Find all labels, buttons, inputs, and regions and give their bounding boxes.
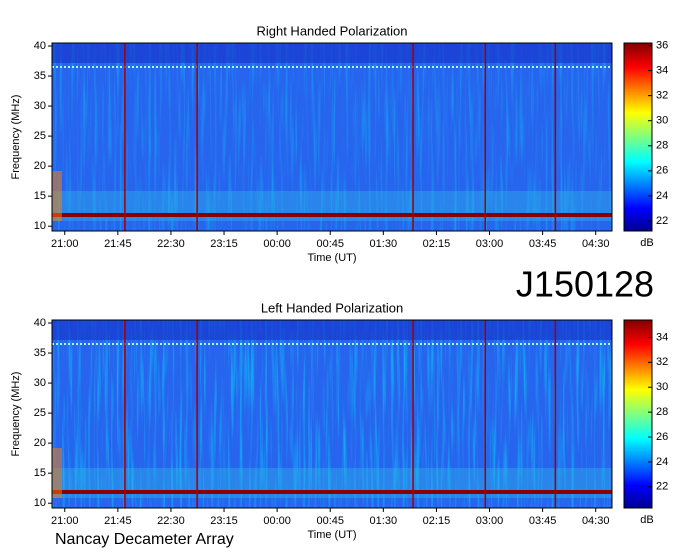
colorbar-tick-label: 22	[656, 215, 668, 227]
colorbar-tick-label: 30	[656, 115, 668, 127]
top-band	[52, 320, 612, 340]
colorbar-label: dB	[640, 514, 653, 526]
y-tick-label: 40	[34, 317, 46, 329]
x-tick-label: 00:45	[316, 515, 344, 527]
x-tick-label: 03:00	[476, 238, 504, 250]
spectrogram-speckle	[52, 320, 612, 508]
x-tick-label: 22:30	[157, 238, 185, 250]
x-tick-label: 00:00	[263, 238, 291, 250]
spectrogram	[52, 320, 612, 508]
x-tick-label: 04:30	[582, 238, 610, 250]
colorbar-tick-label: 24	[656, 190, 668, 202]
spectrogram-speckle	[52, 43, 612, 231]
y-tick-label: 10	[34, 497, 46, 509]
chart-title: Right Handed Polarization	[256, 23, 407, 38]
emission-band	[52, 490, 612, 494]
y-tick-label: 40	[34, 40, 46, 52]
x-tick-label: 00:00	[263, 515, 291, 527]
x-tick-label: 23:15	[210, 238, 238, 250]
x-tick-label: 03:45	[529, 238, 557, 250]
spectrogram	[52, 43, 612, 231]
y-tick-label: 10	[34, 220, 46, 232]
x-tick-label: 22:30	[157, 515, 185, 527]
colorbar-tick-label: 26	[656, 431, 668, 443]
colorbar-tick-label: 26	[656, 165, 668, 177]
chart-title: Left Handed Polarization	[261, 300, 403, 315]
colorbar-tick-label: 30	[656, 381, 668, 393]
x-tick-label: 03:00	[476, 515, 504, 527]
colorbar-tick-label: 28	[656, 140, 668, 152]
colorbar-tick-label: 34	[656, 331, 668, 343]
colorbar-tick-label: 24	[656, 456, 668, 468]
y-tick-label: 35	[34, 347, 46, 359]
x-tick-label: 21:00	[51, 515, 79, 527]
y-tick-label: 20	[34, 160, 46, 172]
colorbar-tick-label: 32	[656, 356, 668, 368]
colorbar-tick-label: 22	[656, 481, 668, 493]
x-tick-label: 01:30	[370, 515, 398, 527]
x-tick-label: 04:30	[582, 515, 610, 527]
plot-frame	[51, 319, 613, 509]
y-tick-label: 35	[34, 70, 46, 82]
y-tick-label: 15	[34, 190, 46, 202]
colorbar-tick-label: 36	[656, 39, 668, 51]
y-tick-label: 25	[34, 130, 46, 142]
x-tick-label: 02:15	[423, 238, 451, 250]
y-tick-label: 20	[34, 437, 46, 449]
colorbar	[623, 42, 653, 232]
colorbar-tick-label: 34	[656, 64, 668, 76]
colorbar-tick-label: 28	[656, 406, 668, 418]
y-tick-label: 15	[34, 467, 46, 479]
left-edge	[52, 448, 62, 498]
x-tick-label: 00:45	[316, 238, 344, 250]
y-axis-label: Frequency (MHz)	[10, 372, 22, 457]
colorbar-tick-label: 32	[656, 90, 668, 102]
y-tick-label: 25	[34, 407, 46, 419]
x-tick-label: 21:45	[104, 238, 132, 250]
left-edge	[52, 171, 62, 221]
x-tick-label: 21:45	[104, 515, 132, 527]
x-tick-label: 23:15	[210, 515, 238, 527]
x-axis-label: Time (UT)	[307, 252, 356, 264]
observation-id: J150128	[516, 264, 654, 305]
y-axis-label: Frequency (MHz)	[10, 95, 22, 180]
x-tick-label: 03:45	[529, 515, 557, 527]
plot-frame	[51, 42, 613, 232]
instrument: Nancay Decameter Array	[55, 531, 234, 548]
colorbar-label: dB	[640, 237, 653, 249]
x-tick-label: 02:15	[423, 515, 451, 527]
y-tick-label: 30	[34, 100, 46, 112]
colorbar	[623, 319, 653, 509]
x-tick-label: 21:00	[51, 238, 79, 250]
x-tick-label: 01:30	[370, 238, 398, 250]
top-band	[52, 43, 612, 63]
y-tick-label: 30	[34, 377, 46, 389]
emission-band	[52, 213, 612, 217]
x-axis-label: Time (UT)	[307, 529, 356, 541]
